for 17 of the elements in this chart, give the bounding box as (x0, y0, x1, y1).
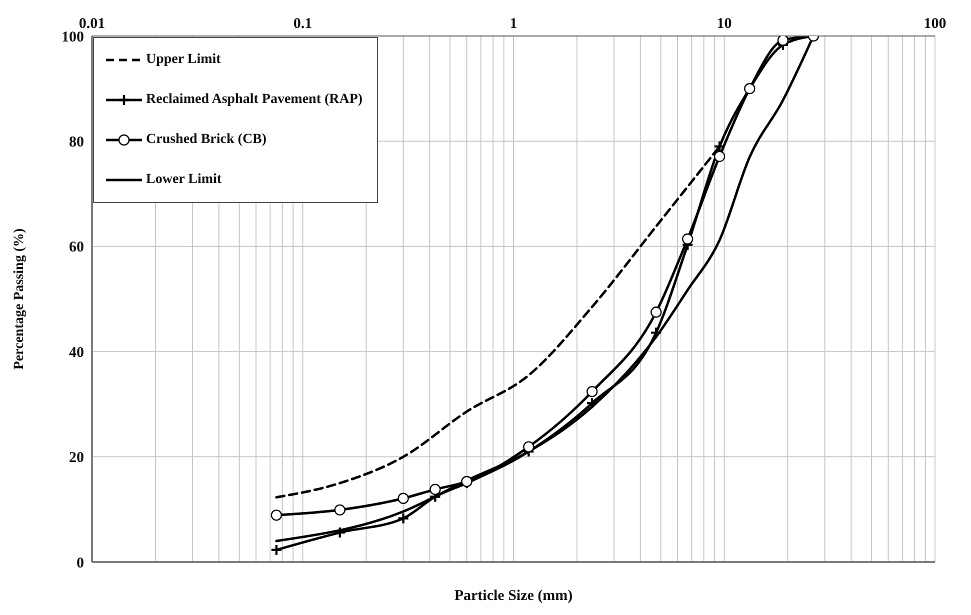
y-axis-title: Percentage Passing (%) (12, 228, 27, 370)
x-tick-label: 0.1 (293, 16, 312, 32)
legend-label: Reclaimed Asphalt Pavement (RAP) (146, 92, 363, 108)
legend-label: Crushed Brick (CB) (146, 132, 267, 148)
legend-label: Lower Limit (146, 172, 222, 188)
x-tick-label: 10 (716, 16, 732, 32)
y-tick-label: 60 (69, 240, 84, 256)
x-axis-title: Particle Size (mm) (454, 588, 573, 604)
x-tick-label: 0.01 (78, 16, 106, 32)
x-tick-label: 100 (924, 16, 946, 32)
x-tick-label: 1 (510, 16, 518, 32)
y-tick-label: 100 (62, 29, 84, 46)
y-tick-label: 80 (69, 134, 84, 151)
y-tick-label: 0 (76, 555, 84, 572)
y-tick-label: 20 (69, 450, 84, 466)
legend-label: Upper Limit (146, 52, 221, 68)
y-tick-label: 40 (69, 344, 84, 361)
